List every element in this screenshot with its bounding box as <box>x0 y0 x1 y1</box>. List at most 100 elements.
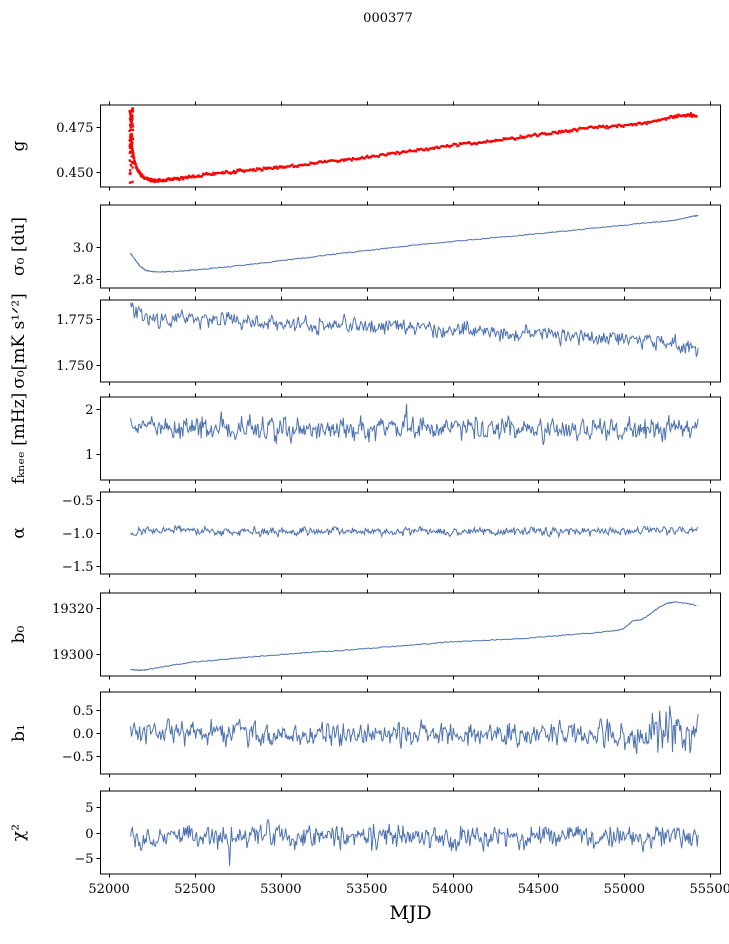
data-point <box>321 160 324 164</box>
data-point <box>561 130 565 134</box>
data-point <box>271 167 275 170</box>
data-point <box>197 174 200 177</box>
data-point <box>581 127 584 130</box>
data-point <box>161 180 164 183</box>
data-point-spike <box>131 166 134 169</box>
data-point <box>631 124 634 127</box>
data-point <box>250 168 253 171</box>
data-point <box>686 114 689 117</box>
y-tick-label: 1 <box>85 448 93 463</box>
data-point <box>658 119 661 122</box>
data-point <box>395 150 398 153</box>
data-point-spike <box>130 108 134 112</box>
data-point <box>549 132 552 136</box>
data-point <box>146 177 149 180</box>
data-point-spike <box>129 112 132 115</box>
data-point <box>623 123 626 127</box>
data-point <box>644 121 647 124</box>
data-point <box>309 161 312 164</box>
data-point <box>415 150 418 153</box>
data-point <box>281 165 284 168</box>
data-point <box>337 159 340 162</box>
x-tick-label: 53000 <box>260 882 301 897</box>
data-point <box>595 126 598 129</box>
data-point <box>420 147 423 150</box>
data-point <box>597 124 601 127</box>
panel-frame <box>100 592 721 677</box>
data-point <box>663 117 666 120</box>
data-point <box>648 121 651 124</box>
data-point <box>550 132 553 136</box>
data-point <box>466 141 469 145</box>
data-point <box>220 172 223 175</box>
data-point <box>475 143 478 146</box>
data-point <box>568 131 571 134</box>
data-point <box>331 159 334 162</box>
data-point <box>469 142 472 145</box>
data-point <box>559 131 562 134</box>
data-point <box>617 123 620 126</box>
series-line <box>130 818 699 866</box>
y-tick-label: 0.0 <box>73 727 94 742</box>
data-point <box>670 114 673 117</box>
figure-title: 000377 <box>363 11 413 26</box>
data-point <box>278 165 281 168</box>
data-point <box>662 117 665 121</box>
data-point <box>315 162 319 165</box>
data-point <box>313 162 316 165</box>
data-point <box>165 179 168 183</box>
data-point <box>538 133 541 136</box>
data-point <box>245 169 248 172</box>
series-markers <box>128 107 698 184</box>
data-point <box>187 174 191 177</box>
data-point <box>497 139 500 142</box>
data-point <box>185 175 188 178</box>
data-point <box>515 137 518 140</box>
data-point <box>243 170 246 174</box>
data-point <box>393 151 396 155</box>
data-point <box>317 161 320 164</box>
data-point <box>569 129 572 132</box>
data-point-spike <box>128 181 132 184</box>
data-point <box>326 160 329 163</box>
data-point <box>503 138 507 141</box>
panel-frame <box>100 491 721 575</box>
data-point <box>434 146 437 149</box>
data-point <box>198 175 201 178</box>
data-point-spike <box>129 113 132 117</box>
y-tick-label: 1.775 <box>56 313 93 328</box>
data-point-spike <box>131 125 135 128</box>
x-tick-label: 55000 <box>604 882 645 897</box>
data-point <box>476 141 480 145</box>
data-point-spike <box>131 180 134 184</box>
data-point <box>224 170 228 173</box>
data-point <box>282 166 285 170</box>
data-point <box>502 137 505 140</box>
data-point-spike <box>128 159 132 162</box>
data-point <box>684 115 687 118</box>
data-point <box>479 141 482 145</box>
panel-ylabel: α <box>9 527 29 539</box>
panel-6: 19300 19320 b₀ <box>9 589 721 680</box>
data-point <box>206 173 209 176</box>
data-point <box>596 126 599 130</box>
panel-5: −0.5 −1.0 −1.5 α <box>9 488 721 578</box>
data-point <box>435 145 438 148</box>
data-point <box>342 159 346 162</box>
data-point <box>523 136 526 139</box>
data-point <box>294 165 297 168</box>
data-point <box>507 137 511 140</box>
data-point <box>351 156 355 160</box>
data-point <box>616 125 619 129</box>
data-point <box>650 120 653 123</box>
data-point-spike <box>128 139 132 142</box>
data-point <box>634 122 637 126</box>
panel-ylabel: b₀ <box>9 625 29 643</box>
data-point <box>330 159 333 162</box>
data-point <box>359 156 362 160</box>
data-point <box>237 169 240 172</box>
data-point <box>572 128 575 131</box>
series-line <box>130 403 699 446</box>
data-point <box>348 157 351 160</box>
data-point <box>372 154 375 157</box>
